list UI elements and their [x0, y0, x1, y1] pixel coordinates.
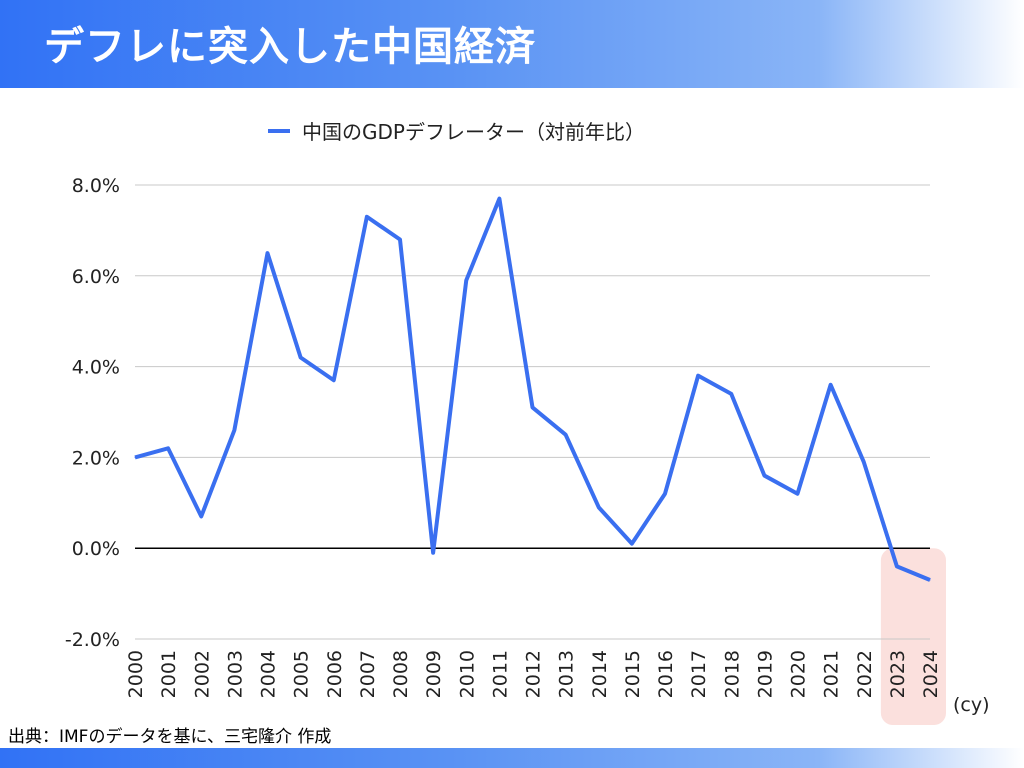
data-point	[465, 279, 467, 281]
x-tick-label: 2011	[489, 650, 511, 698]
x-tick-label: 2002	[191, 650, 213, 698]
data-point	[697, 375, 699, 377]
data-point	[598, 506, 600, 508]
series-line	[134, 196, 931, 582]
x-tick-label: 2000	[125, 650, 147, 698]
x-tick-label: 2015	[622, 650, 644, 698]
data-point	[267, 252, 268, 254]
y-tick-label: 0.0%	[72, 538, 120, 560]
data-point	[631, 543, 633, 545]
data-point	[863, 461, 865, 463]
y-tick-label: 4.0%	[72, 357, 120, 379]
x-tick-label: 2006	[324, 650, 346, 698]
data-point	[333, 379, 335, 381]
x-tick-label: 2007	[357, 650, 379, 698]
legend-label: 中国のGDPデフレーター（対前年比）	[302, 120, 645, 144]
data-point	[134, 456, 136, 458]
data-point	[929, 579, 931, 581]
y-tick-label: 2.0%	[72, 447, 120, 469]
data-point	[366, 216, 368, 218]
data-point	[830, 384, 832, 386]
x-tick-label: 2009	[423, 650, 445, 698]
data-point	[167, 447, 169, 449]
x-tick-label: 2023	[887, 650, 909, 698]
data-point	[432, 552, 434, 554]
x-tick-label: 2003	[224, 650, 246, 698]
x-tick-label: 2016	[655, 650, 677, 698]
highlight-region	[880, 548, 946, 725]
data-point	[896, 565, 898, 567]
data-point	[300, 357, 302, 359]
data-point	[763, 475, 765, 477]
y-tick-label: -2.0%	[65, 629, 120, 651]
source-note: 出典：IMFのデータを基に、三宅隆介 作成	[8, 727, 332, 747]
x-tick-label: 2012	[523, 650, 545, 698]
x-tick-label: 2010	[456, 650, 478, 698]
x-tick-label: 2019	[754, 650, 776, 698]
x-tick-label: 2020	[788, 650, 810, 698]
x-tick-label: 2021	[821, 650, 843, 698]
data-point	[233, 429, 235, 431]
x-tick-label: 2014	[589, 650, 611, 698]
x-tick-label: 2005	[291, 650, 313, 698]
x-tick-label: 2024	[920, 650, 942, 698]
x-tick-label: 2018	[721, 650, 743, 698]
x-tick-label: 2013	[556, 650, 578, 698]
x-tick-label: 2022	[854, 650, 876, 698]
y-tick-label: 8.0%	[72, 175, 120, 197]
data-point	[730, 393, 732, 395]
y-tick-label: 6.0%	[72, 266, 120, 288]
x-tick-label: 2004	[258, 650, 280, 698]
x-tick-label: 2001	[158, 650, 180, 698]
data-point	[565, 434, 567, 436]
footer-bar	[0, 748, 1024, 768]
x-tick-label: 2017	[688, 650, 710, 698]
data-point	[532, 406, 533, 408]
data-point	[200, 515, 202, 517]
data-point	[498, 198, 500, 200]
x-axis-unit-label: (cy)	[953, 694, 990, 716]
data-point	[664, 493, 666, 495]
data-point	[399, 238, 401, 240]
data-point	[797, 493, 798, 495]
x-tick-label: 2008	[390, 650, 412, 698]
page-title: デフレに突入した中国経済	[44, 24, 536, 70]
header-banner: デフレに突入した中国経済	[0, 0, 1024, 88]
